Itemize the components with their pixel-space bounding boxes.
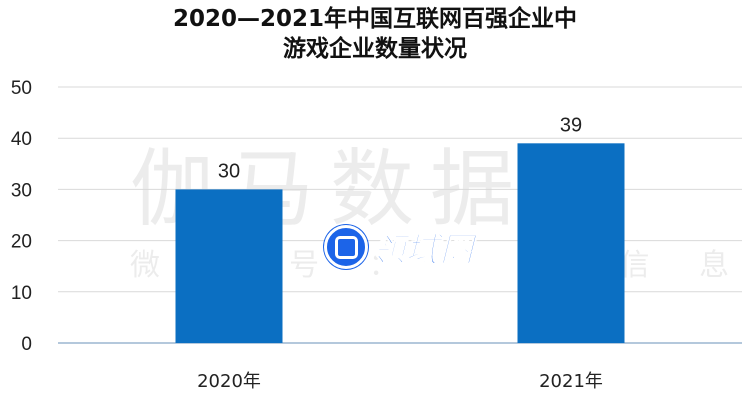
- y-tick-label-10: 10: [11, 283, 32, 304]
- square-circle-icon: [324, 225, 368, 269]
- x-tick-label-1: 2021年: [539, 371, 603, 392]
- y-tick-label-20: 20: [11, 232, 32, 253]
- data-label-0: 30: [218, 160, 240, 182]
- logo-text: 领域圈: [372, 230, 474, 270]
- chart-title-line-2: 游戏企业数量状况: [283, 36, 467, 62]
- y-tick-label-40: 40: [11, 129, 32, 150]
- bar-0: [175, 189, 283, 343]
- chart-title-line-1: 2020—2021年中国互联网百强企业中: [172, 6, 578, 32]
- x-tick-label-0: 2020年: [197, 371, 261, 392]
- y-tick-label-30: 30: [11, 180, 32, 201]
- logo: 领域圈: [324, 225, 474, 270]
- chart-title: 2020—2021年中国互联网百强企业中 游戏企业数量状况: [0, 4, 750, 64]
- data-label-1: 39: [560, 114, 582, 136]
- bar-1: [517, 143, 625, 343]
- y-tick-label-0: 0: [21, 334, 32, 355]
- y-tick-label-50: 50: [11, 78, 32, 99]
